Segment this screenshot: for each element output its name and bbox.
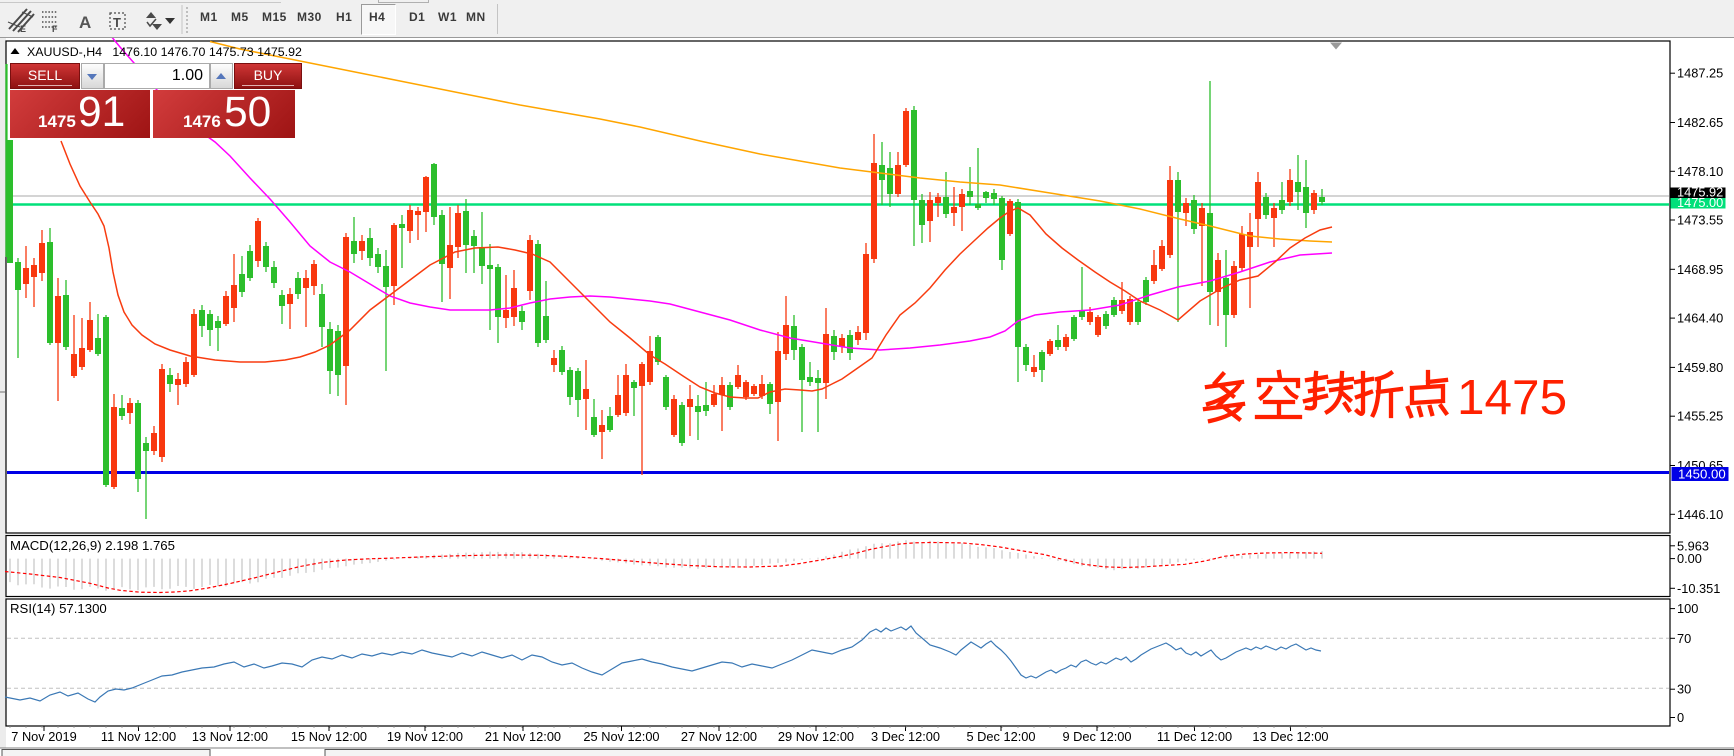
svg-text:5 Dec 12:00: 5 Dec 12:00 xyxy=(966,729,1035,744)
svg-text:100: 100 xyxy=(1677,601,1698,616)
svg-text:1478.10: 1478.10 xyxy=(1677,164,1723,179)
svg-text:1455.25: 1455.25 xyxy=(1677,409,1723,424)
svg-text:11 Nov 12:00: 11 Nov 12:00 xyxy=(101,729,176,744)
svg-text:0: 0 xyxy=(1677,710,1684,725)
svg-text:11 Dec 12:00: 11 Dec 12:00 xyxy=(1157,729,1232,744)
svg-text:1446.10: 1446.10 xyxy=(1677,507,1723,522)
svg-text:1468.95: 1468.95 xyxy=(1677,262,1723,277)
svg-text:0.00: 0.00 xyxy=(1677,551,1702,566)
svg-text:21 Nov 12:00: 21 Nov 12:00 xyxy=(485,729,561,744)
svg-text:13 Nov 12:00: 13 Nov 12:00 xyxy=(192,729,268,744)
svg-text:MACD(12,26,9) 2.198 1.765: MACD(12,26,9) 2.198 1.765 xyxy=(10,538,175,553)
svg-text:13 Dec 12:00: 13 Dec 12:00 xyxy=(1252,729,1328,744)
svg-text:1475: 1475 xyxy=(1457,370,1567,425)
svg-text:RSI(14) 57.1300: RSI(14) 57.1300 xyxy=(10,601,107,616)
svg-text:T: T xyxy=(113,15,121,30)
svg-text:25 Nov 12:00: 25 Nov 12:00 xyxy=(583,729,659,744)
svg-text:1475.00: 1475.00 xyxy=(1677,195,1723,210)
svg-text:-10.351: -10.351 xyxy=(1677,581,1720,596)
svg-text:1450.00: 1450.00 xyxy=(1678,467,1726,482)
svg-text:15 Nov 12:00: 15 Nov 12:00 xyxy=(291,729,367,744)
svg-text:1464.40: 1464.40 xyxy=(1677,311,1723,326)
svg-text:XAUUSD-,H4 1476.10 1476.70 1: XAUUSD-,H4 1476.10 1476.70 1475.73 1475.… xyxy=(27,45,302,59)
svg-text:7 Nov 2019: 7 Nov 2019 xyxy=(11,729,76,744)
svg-text:30: 30 xyxy=(1677,682,1691,697)
svg-text:A: A xyxy=(79,13,91,32)
svg-text:3 Dec 12:00: 3 Dec 12:00 xyxy=(871,729,940,744)
svg-text:27 Nov 12:00: 27 Nov 12:00 xyxy=(681,729,757,744)
svg-text:E: E xyxy=(20,24,26,34)
svg-text:5.963: 5.963 xyxy=(1677,538,1709,553)
svg-text:70: 70 xyxy=(1677,631,1691,646)
svg-text:9 Dec 12:00: 9 Dec 12:00 xyxy=(1062,729,1131,744)
svg-text:1473.55: 1473.55 xyxy=(1677,213,1723,228)
svg-text:1459.80: 1459.80 xyxy=(1677,360,1723,375)
svg-text:1482.65: 1482.65 xyxy=(1677,115,1723,130)
svg-text:F: F xyxy=(52,24,58,34)
svg-text:29 Nov 12:00: 29 Nov 12:00 xyxy=(778,729,854,744)
svg-text:1487.25: 1487.25 xyxy=(1677,66,1723,81)
svg-text:19 Nov 12:00: 19 Nov 12:00 xyxy=(387,729,463,744)
svg-text:1475.92: 1475.92 xyxy=(1677,185,1723,200)
